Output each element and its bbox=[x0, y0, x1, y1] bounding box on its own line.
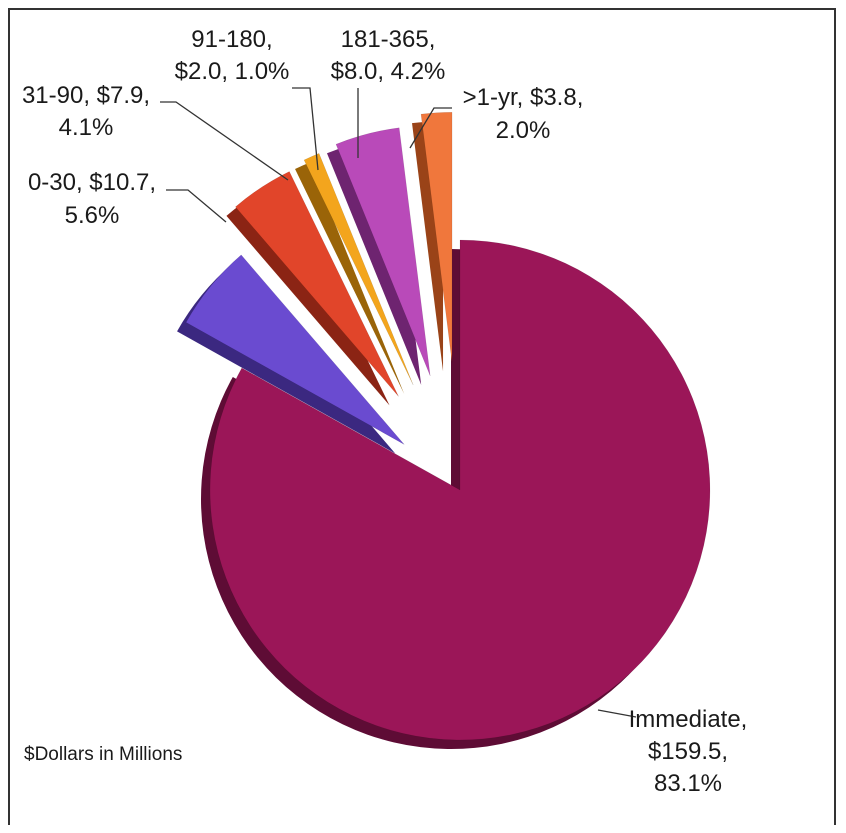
slice-0-30 bbox=[185, 254, 405, 445]
data-label-31-90-2: 4.1% bbox=[59, 114, 114, 141]
pie-slices bbox=[177, 111, 711, 749]
leader-line-immediate bbox=[597, 709, 637, 718]
slice-31-90 bbox=[235, 171, 399, 397]
units-note: $Dollars in Millions bbox=[24, 744, 182, 765]
leader-line-91-180 bbox=[292, 87, 319, 171]
leader-lines bbox=[160, 87, 637, 718]
data-label-31-90-1: 31-90, $7.9, bbox=[22, 82, 150, 109]
slice-immediate bbox=[209, 239, 711, 741]
leader-line-0-30 bbox=[166, 189, 227, 223]
data-label-181-365-1: 181-365, bbox=[341, 26, 436, 53]
data-label-0-30-2: 5.6% bbox=[65, 202, 120, 229]
slice-side-91-180 bbox=[295, 162, 405, 394]
data-label-immediate-1: Immediate, bbox=[629, 706, 748, 733]
slice--1-yr bbox=[420, 111, 453, 363]
data-label-181-365-2: $8.0, 4.2% bbox=[331, 58, 446, 85]
data-label-gt1yr-1: >1-yr, $3.8, bbox=[463, 84, 584, 111]
slice-181-365 bbox=[335, 127, 431, 376]
data-label-immediate-3: 83.1% bbox=[654, 770, 722, 797]
data-label-gt1yr-2: 2.0% bbox=[496, 117, 551, 144]
leader-line-gt1yr bbox=[409, 107, 452, 149]
leader-line-31-90 bbox=[160, 101, 289, 181]
data-label-91-180-1: 91-180, bbox=[191, 26, 272, 53]
slice-91-180 bbox=[303, 153, 414, 386]
data-label-immediate-2: $159.5, bbox=[648, 738, 728, 765]
data-label-91-180-2: $2.0, 1.0% bbox=[175, 58, 290, 85]
data-label-0-30-1: 0-30, $10.7, bbox=[28, 169, 156, 196]
